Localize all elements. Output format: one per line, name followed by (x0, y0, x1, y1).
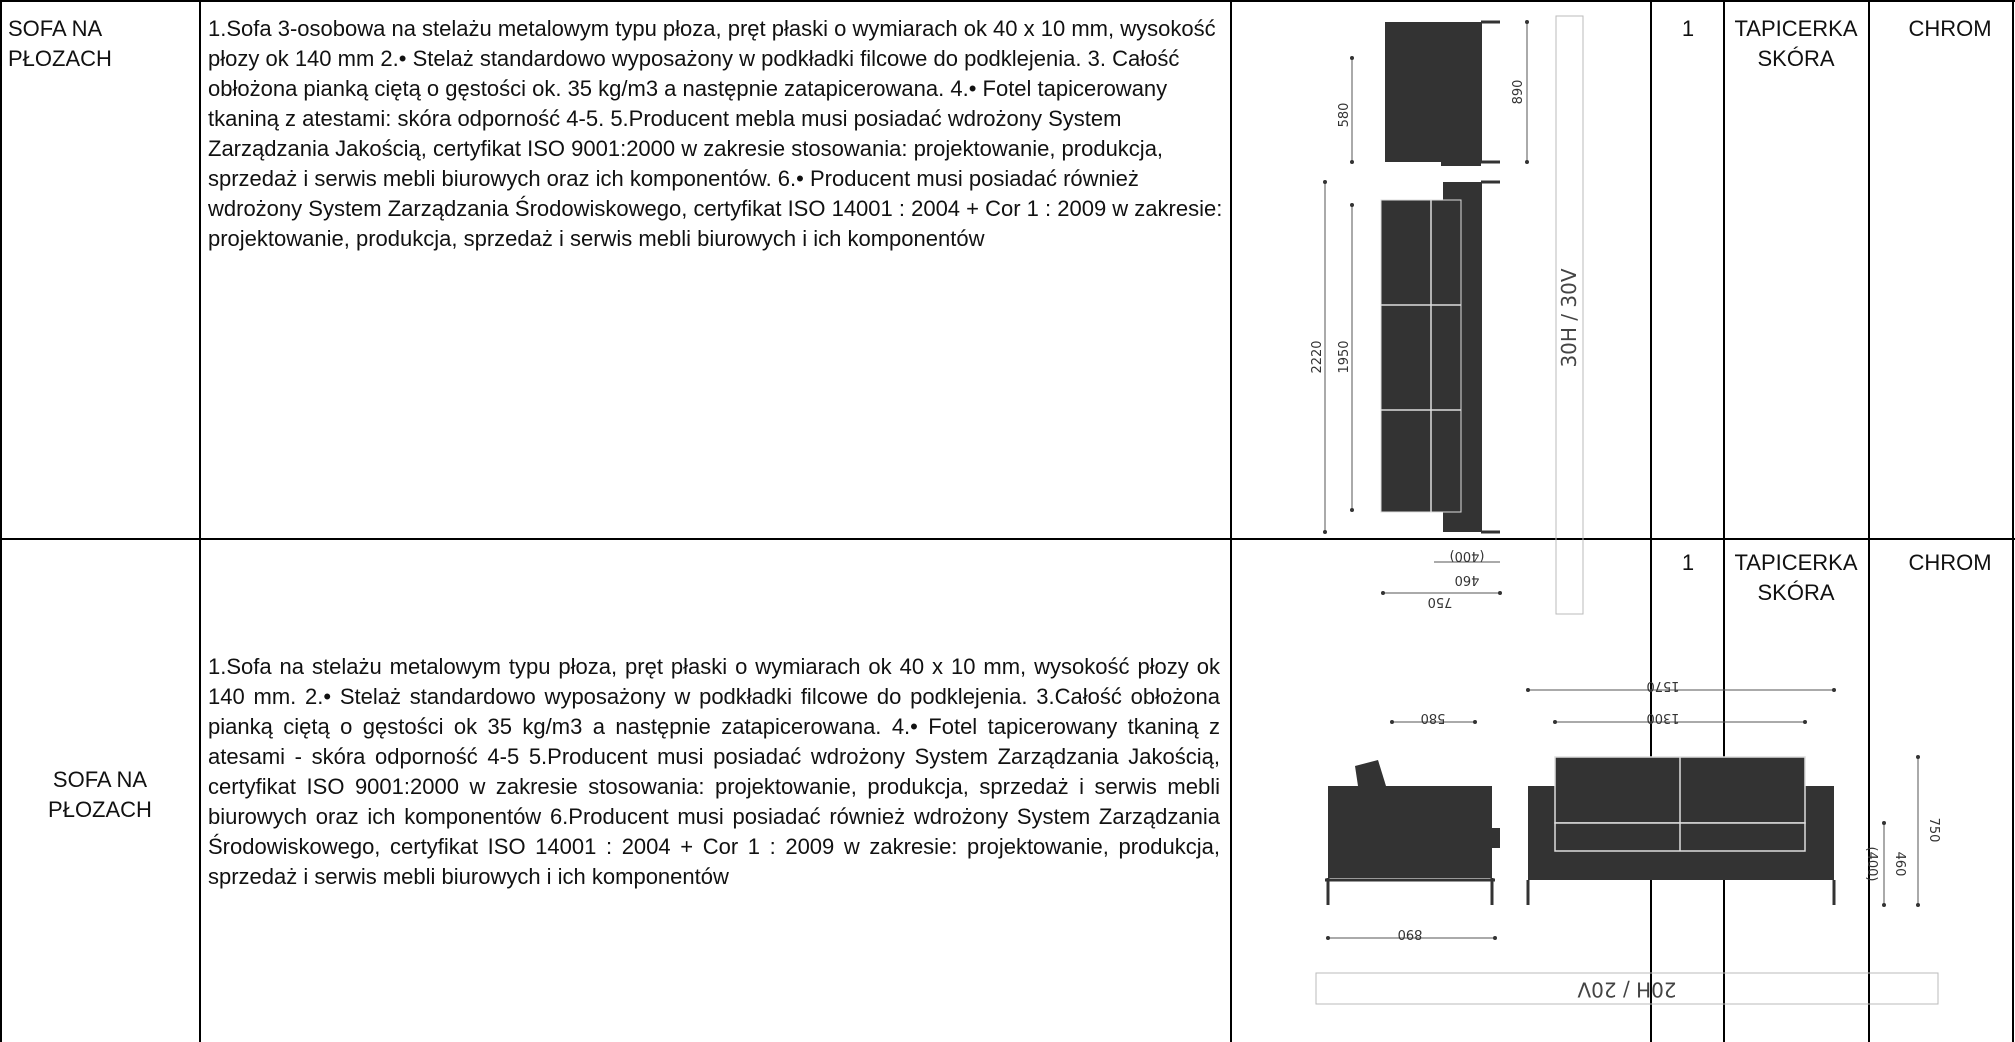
row1-quantity: 1 (1681, 16, 1695, 41)
row1-material: TAPICERKA SKÓRA (1734, 16, 1858, 71)
row2-description: 1.Sofa na stelażu metalowym typu płoza, … (208, 654, 1220, 889)
table-border-top (0, 0, 2015, 2)
table-border-right (2012, 0, 2014, 1042)
row1-description: 1.Sofa 3-osobowa na stelażu metalowym ty… (208, 16, 1223, 251)
row2-finish: CHROM (1908, 550, 1992, 575)
row2-quantity: 1 (1681, 550, 1695, 575)
column-divider-quantity (1723, 0, 1725, 1042)
row2-material: TAPICERKA SKÓRA (1734, 550, 1858, 605)
column-divider-name (199, 0, 201, 1042)
column-divider-description (1230, 0, 1232, 1042)
row2-product-name: SOFA NA PŁOZACH (48, 767, 152, 822)
row1-product-name: SOFA NA PŁOZACH (8, 16, 112, 71)
table-border-left (0, 0, 2, 1042)
column-divider-material (1868, 0, 1870, 1042)
row1-finish: CHROM (1908, 16, 1992, 41)
row-divider (0, 538, 2015, 540)
column-divider-drawing (1650, 0, 1652, 1042)
